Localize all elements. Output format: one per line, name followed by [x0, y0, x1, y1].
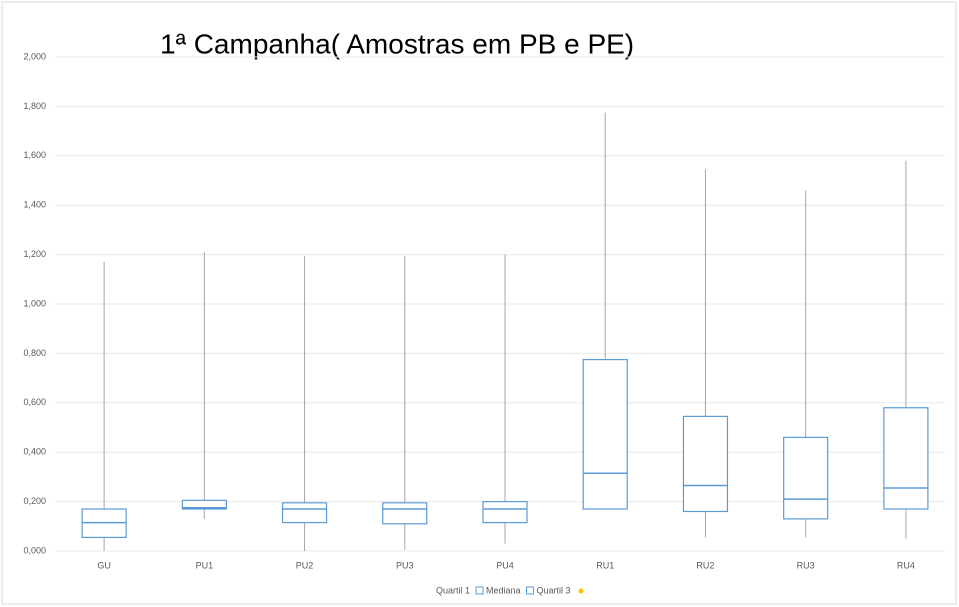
y-tick-label: 1,400	[23, 200, 46, 210]
x-tick-label: PU4	[496, 560, 514, 570]
x-tick-label: RU2	[696, 560, 714, 570]
legend-label: Quartil 1	[436, 585, 470, 595]
y-tick-label: 0,800	[23, 348, 46, 358]
legend-swatch	[526, 586, 535, 595]
box	[682, 415, 729, 513]
legend-label: Quartil 3	[537, 585, 571, 595]
y-tick-label: 1,800	[23, 101, 46, 111]
y-tick-label: 2,000	[23, 51, 46, 61]
legend-dot	[578, 588, 584, 594]
y-tick-label: 0,000	[23, 545, 46, 555]
x-tick-label: PU3	[396, 560, 414, 570]
box	[883, 407, 929, 510]
y-tick-label: 0,600	[23, 397, 46, 407]
x-tick-label: RU1	[596, 560, 614, 570]
x-tick-label: PU1	[196, 560, 214, 570]
box	[783, 436, 829, 520]
x-tick-label: RU4	[897, 560, 915, 570]
box	[582, 358, 628, 510]
box	[181, 499, 227, 510]
x-tick-label: PU2	[296, 560, 314, 570]
box	[482, 501, 528, 524]
x-tick-label: RU3	[797, 560, 815, 570]
y-tick-label: 0,200	[23, 496, 46, 506]
x-tick-label: GU	[97, 560, 111, 570]
chart-title: 1ª Campanha( Amostras em PB e PE)	[160, 28, 634, 59]
legend-swatch	[475, 586, 484, 595]
y-tick-label: 1,200	[23, 249, 46, 259]
box	[382, 502, 428, 525]
y-tick-label: 1,600	[23, 150, 46, 160]
y-tick-label: 0,400	[23, 447, 46, 457]
y-tick-label: 1,000	[23, 298, 46, 308]
box	[281, 502, 328, 524]
legend-label: Mediana	[486, 585, 521, 595]
